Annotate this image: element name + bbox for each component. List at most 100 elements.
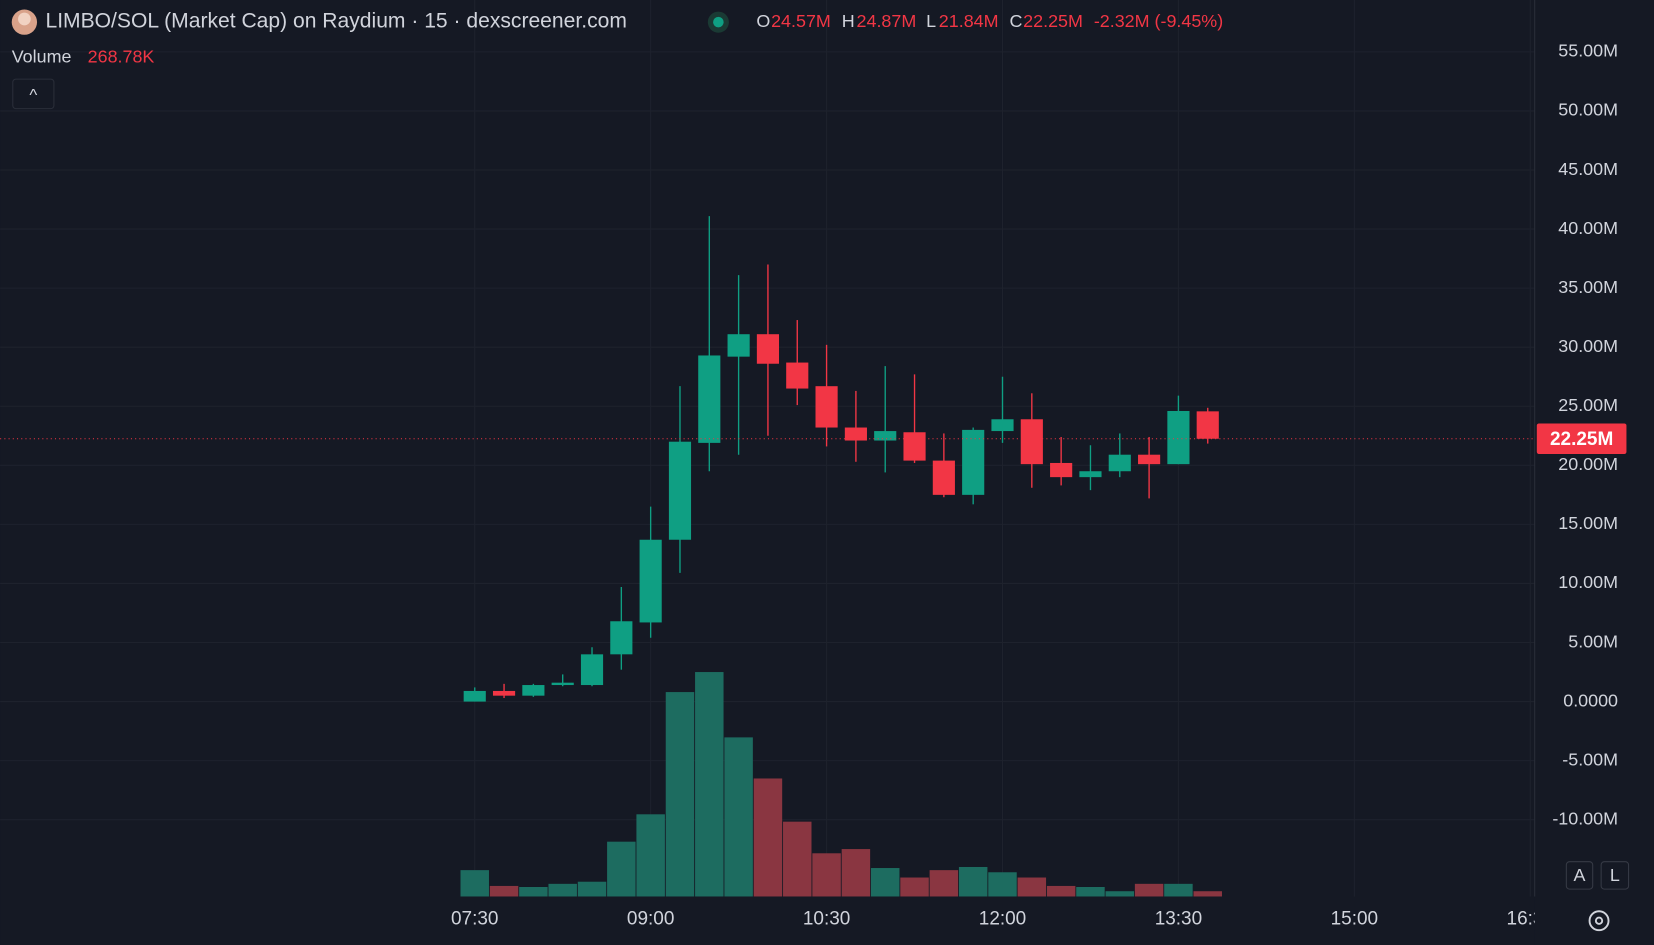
y-tick-label: 55.00M xyxy=(1558,41,1618,61)
candle-body xyxy=(1108,454,1131,472)
current-price-label: 22.25M xyxy=(1550,429,1613,450)
volume-bar xyxy=(841,849,871,897)
auto-button-box[interactable] xyxy=(1565,861,1594,890)
settings-button[interactable] xyxy=(1588,910,1610,932)
volume-bar xyxy=(783,821,812,897)
volume-bar xyxy=(607,841,636,897)
volume-bar xyxy=(929,870,959,897)
status-dot xyxy=(713,16,724,28)
volume-pane xyxy=(460,672,1222,897)
volume-bar xyxy=(988,872,1017,897)
settings-icon[interactable] xyxy=(1588,910,1610,932)
volume-bar xyxy=(900,877,929,897)
y-tick-label: 15.00M xyxy=(1558,513,1618,533)
candle-body xyxy=(991,419,1014,432)
x-tick-label: 10:30 xyxy=(803,909,850,930)
volume-bar xyxy=(636,814,665,897)
y-tick-label: 35.00M xyxy=(1558,277,1618,297)
header: LIMBO/SOL (Market Cap) on Raydium · 15 ·… xyxy=(11,9,1223,67)
volume-bar xyxy=(870,868,900,897)
volume-bar xyxy=(695,672,724,897)
y-tick-label: 40.00M xyxy=(1558,218,1618,238)
ohlc-key: L xyxy=(926,11,936,31)
price-scale-bg xyxy=(1534,0,1654,945)
y-tick-label: -5.00M xyxy=(1562,749,1618,769)
chart-title: LIMBO/SOL (Market Cap) on Raydium · 15 ·… xyxy=(45,10,626,33)
volume-bar xyxy=(460,870,489,897)
volume-bar xyxy=(1193,891,1222,897)
volume-label: Volume xyxy=(12,47,72,67)
ohlc-value: 24.57M xyxy=(771,11,831,31)
ohlc-value: 22.25M xyxy=(1023,11,1083,31)
grid xyxy=(0,0,1535,896)
token-icon-face xyxy=(18,12,31,26)
candle-body xyxy=(580,654,604,686)
y-tick-label: 10.00M xyxy=(1558,572,1618,592)
volume-bar xyxy=(1017,877,1047,897)
collapse-button-box[interactable] xyxy=(12,78,55,110)
candle-body xyxy=(932,460,955,495)
candle-body xyxy=(610,621,633,655)
x-tick-label: 13:30 xyxy=(1155,909,1202,930)
auto-button-label[interactable]: A xyxy=(1574,865,1586,885)
candle-body xyxy=(639,539,662,623)
y-tick-label: 5.00M xyxy=(1568,631,1618,651)
y-tick-label: 30.00M xyxy=(1558,336,1618,356)
candle-body xyxy=(727,334,750,357)
candles xyxy=(0,216,1535,702)
volume-bar xyxy=(665,692,695,897)
candle-body xyxy=(815,386,838,428)
candle-body xyxy=(551,682,574,686)
volume-value: 268.78K xyxy=(88,47,155,67)
x-tick-label: 15:00 xyxy=(1331,909,1378,930)
candle-body xyxy=(1138,454,1161,465)
log-button-box[interactable] xyxy=(1600,861,1630,890)
y-tick-label: 50.00M xyxy=(1558,100,1618,120)
x-tick-label: 09:00 xyxy=(627,909,674,930)
volume-bar xyxy=(577,881,607,897)
candle-body xyxy=(903,432,926,461)
auto-button[interactable]: A xyxy=(1565,861,1594,890)
candle-body xyxy=(962,429,985,495)
x-tick-label: 12:00 xyxy=(979,909,1026,930)
collapse-button-label[interactable]: ^ xyxy=(29,85,37,104)
volume-bar xyxy=(958,866,988,897)
current-price-tag xyxy=(1536,423,1627,455)
volume-bar xyxy=(519,886,548,897)
y-tick-label: 25.00M xyxy=(1558,395,1618,415)
candle-body xyxy=(1050,462,1073,478)
volume-bar xyxy=(548,883,577,897)
y-tick-label: 0.0000 xyxy=(1563,690,1618,710)
ohlc-key: C xyxy=(1009,11,1022,31)
ohlc-key: O xyxy=(756,11,770,31)
candle-body xyxy=(463,690,486,702)
y-tick-label: -10.00M xyxy=(1552,808,1618,828)
candle-body xyxy=(1079,471,1102,478)
volume-bar xyxy=(1105,891,1135,897)
volume-bar xyxy=(812,853,841,897)
settings-icon-core[interactable] xyxy=(1594,916,1604,925)
volume-bar xyxy=(753,778,783,897)
candle-body xyxy=(1020,419,1043,465)
volume-bar xyxy=(1134,883,1164,897)
y-tick-label: 20.00M xyxy=(1558,454,1618,474)
candle-body xyxy=(786,362,809,389)
log-button-label[interactable]: L xyxy=(1610,865,1620,885)
price-scale: 55.00M 50.00M 45.00M 40.00M 35.00M 30.00M 25.0… xyxy=(1534,0,1654,945)
candle-body xyxy=(698,355,721,443)
ohlc-value: 21.84M xyxy=(939,11,999,31)
candle-body xyxy=(522,685,545,696)
ohlc-key: H xyxy=(842,11,855,31)
candle-body xyxy=(756,334,780,364)
log-button[interactable]: L xyxy=(1600,861,1630,890)
volume-bar xyxy=(724,737,753,897)
volume-bar xyxy=(1164,883,1193,897)
y-tick-label: 45.00M xyxy=(1558,159,1618,179)
collapse-button[interactable]: ^ xyxy=(12,78,55,110)
x-tick-label: 07:30 xyxy=(451,909,498,930)
volume-bar xyxy=(489,885,519,897)
change: -2.32M (-9.45%) xyxy=(1094,11,1223,31)
candle-body xyxy=(492,690,516,696)
volume-bar xyxy=(1076,886,1105,897)
